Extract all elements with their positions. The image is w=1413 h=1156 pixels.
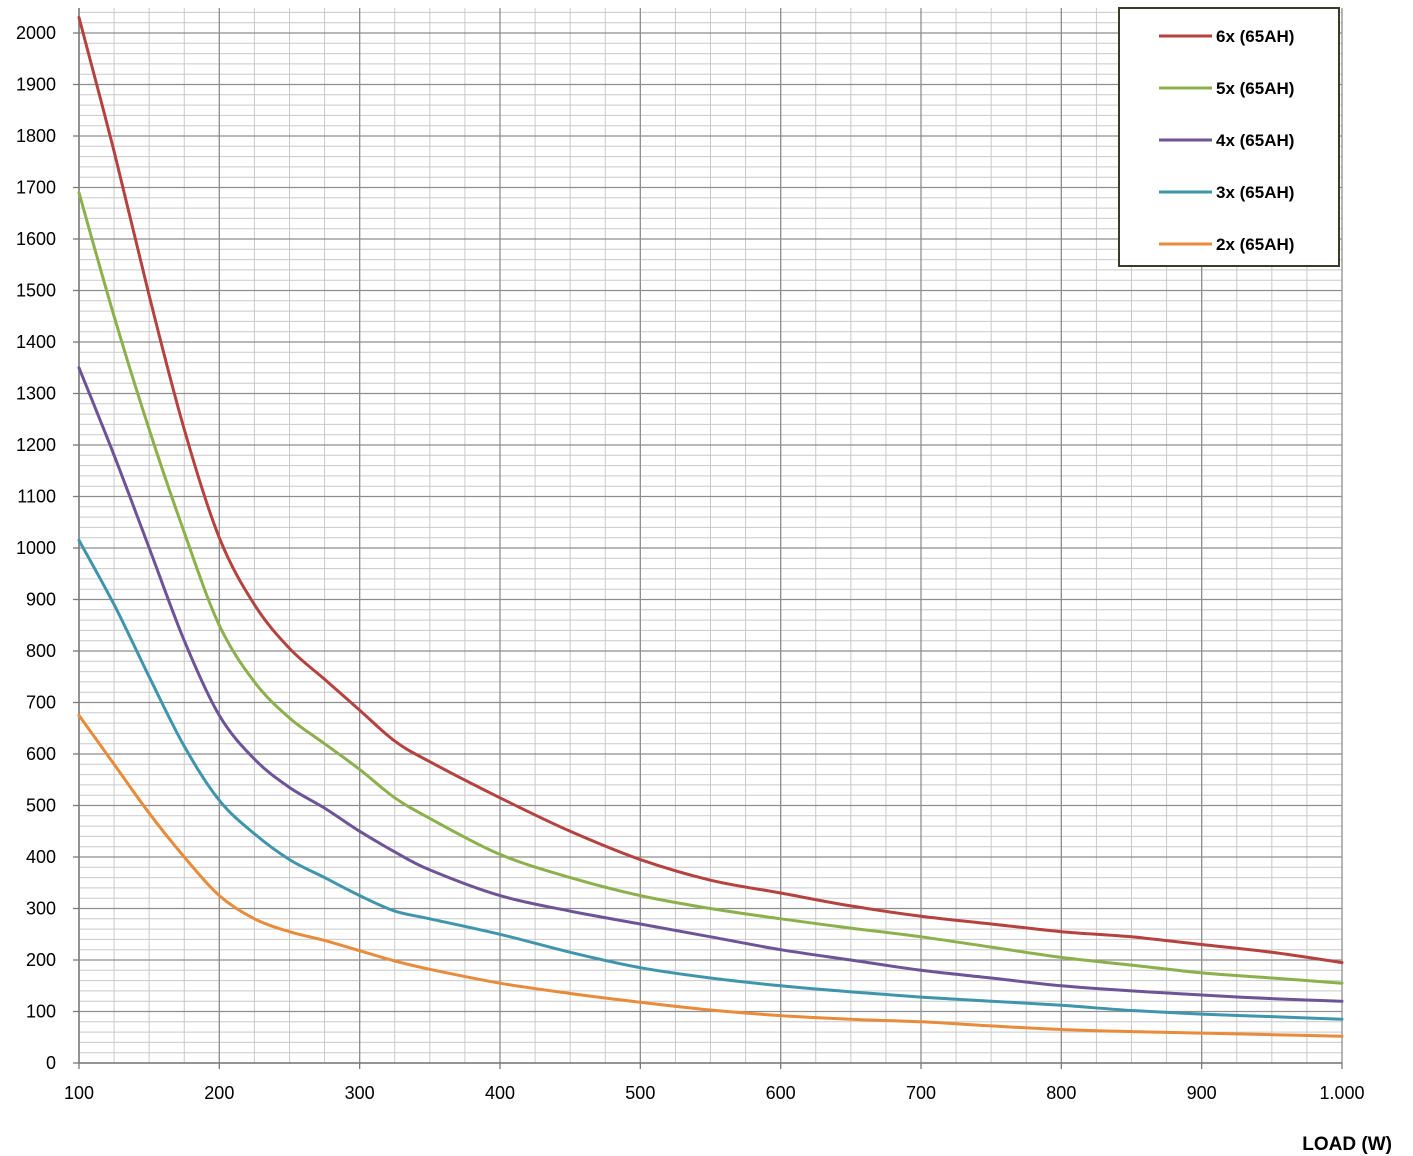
y-tick-label: 1100 [17,487,56,507]
y-tick-label: 400 [26,847,56,867]
y-tick-label: 700 [26,693,56,713]
series-line-4 [77,538,1344,1021]
x-tick-label: 500 [625,1083,655,1103]
y-tick-label: 1900 [16,75,56,95]
y-tick-label: 100 [26,1002,56,1022]
legend-label: 5x (65AH) [1216,79,1294,98]
y-tick-label: 1000 [16,538,56,558]
x-axis-tick-labels: 100 200 300 400 500 600 700 800 900 1.000 [64,1083,1365,1103]
series-lines [77,16,1344,1038]
y-tick-label: 1400 [16,332,56,352]
x-tick-label: 400 [485,1083,515,1103]
x-tick-label: 1.000 [1319,1083,1364,1103]
series-line-1 [77,16,1344,965]
y-tick-label: 1800 [16,126,56,146]
y-tick-label: 500 [26,796,56,816]
x-tick-label: 700 [906,1083,936,1103]
legend-label: 6x (65AH) [1216,27,1294,46]
y-tick-label: 1700 [16,178,56,198]
series-line-5 [77,713,1344,1038]
x-tick-label: 600 [766,1083,796,1103]
x-tick-label: 800 [1046,1083,1076,1103]
legend-label: 4x (65AH) [1216,131,1294,150]
y-tick-label: 1200 [16,435,56,455]
x-tick-label: 100 [64,1083,94,1103]
y-axis-tick-labels: 0 100 200 300 400 500 600 700 800 900 1000 1100 1200… [16,23,56,1073]
legend-label: 2x (65AH) [1216,235,1294,254]
y-tick-label: 800 [26,641,56,661]
y-tick-label: 1600 [16,229,56,249]
x-axis-title: LOAD (W) [1302,1134,1392,1155]
y-tick-label: 300 [26,899,56,919]
series-line-2 [77,191,1344,985]
x-tick-label: 200 [204,1083,234,1103]
y-tick-label: 600 [26,744,56,764]
x-tick-label: 300 [345,1083,375,1103]
y-tick-label: 0 [46,1053,56,1073]
legend: 6x (65AH) 5x (65AH) 4x (65AH) 3x (65AH) 2x (… [1118,7,1340,267]
legend-label: 3x (65AH) [1216,183,1294,202]
y-tick-label: 200 [26,950,56,970]
axes [73,8,1343,1069]
y-tick-label: 1300 [16,384,56,404]
y-tick-label: 2000 [16,23,56,43]
series-line-3 [77,366,1344,1003]
x-tick-label: 900 [1187,1083,1217,1103]
y-tick-label: 900 [26,590,56,610]
y-tick-label: 1500 [16,281,56,301]
legend-box [1118,7,1340,267]
